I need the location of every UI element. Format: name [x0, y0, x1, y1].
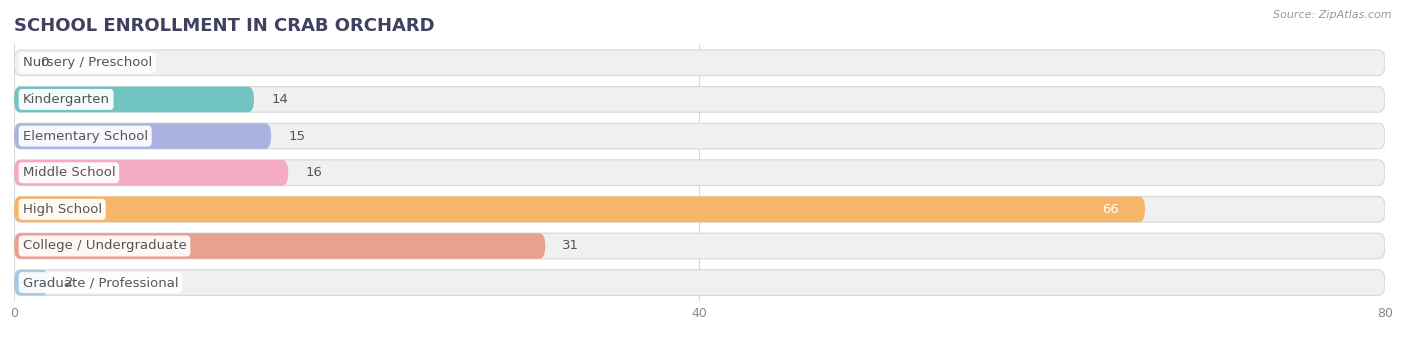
Text: 15: 15	[288, 130, 305, 143]
FancyBboxPatch shape	[14, 50, 1385, 76]
Text: Nursery / Preschool: Nursery / Preschool	[22, 56, 152, 69]
FancyBboxPatch shape	[14, 87, 254, 112]
Text: Graduate / Professional: Graduate / Professional	[22, 276, 179, 289]
FancyBboxPatch shape	[14, 197, 1144, 222]
Text: SCHOOL ENROLLMENT IN CRAB ORCHARD: SCHOOL ENROLLMENT IN CRAB ORCHARD	[14, 16, 434, 35]
FancyBboxPatch shape	[14, 197, 1385, 222]
FancyBboxPatch shape	[14, 233, 546, 259]
Text: High School: High School	[22, 203, 101, 216]
Text: 2: 2	[66, 276, 75, 289]
FancyBboxPatch shape	[14, 87, 1385, 112]
Text: Middle School: Middle School	[22, 166, 115, 179]
FancyBboxPatch shape	[14, 123, 1385, 149]
Text: 16: 16	[305, 166, 322, 179]
FancyBboxPatch shape	[14, 233, 1385, 259]
Text: Source: ZipAtlas.com: Source: ZipAtlas.com	[1274, 10, 1392, 20]
FancyBboxPatch shape	[14, 123, 271, 149]
FancyBboxPatch shape	[14, 270, 48, 295]
FancyBboxPatch shape	[14, 160, 288, 186]
Text: College / Undergraduate: College / Undergraduate	[22, 239, 187, 252]
Text: 66: 66	[1102, 203, 1119, 216]
Text: Kindergarten: Kindergarten	[22, 93, 110, 106]
FancyBboxPatch shape	[14, 270, 1385, 295]
Text: 14: 14	[271, 93, 288, 106]
Text: Elementary School: Elementary School	[22, 130, 148, 143]
Text: 31: 31	[562, 239, 579, 252]
Text: 0: 0	[39, 56, 48, 69]
FancyBboxPatch shape	[14, 160, 1385, 186]
